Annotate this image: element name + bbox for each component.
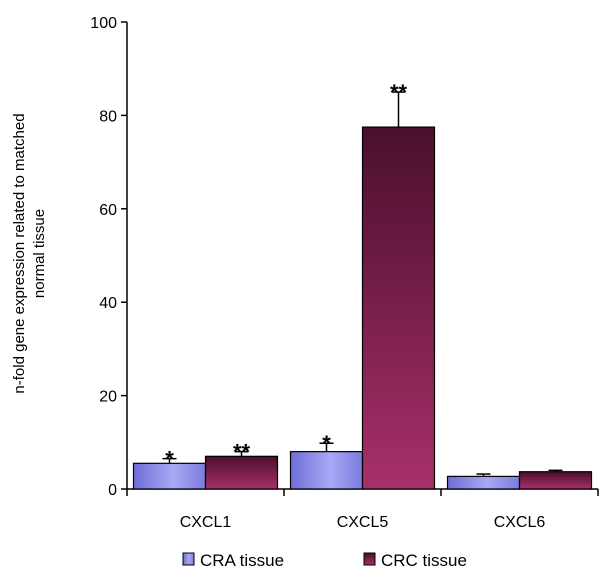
significance-marker: *	[165, 447, 174, 472]
legend-swatch	[363, 552, 376, 566]
y-axis-label-line: n-fold gene expression related to matche…	[11, 113, 28, 393]
significance-marker: *	[322, 431, 331, 456]
y-axis-label: n-fold gene expression related to matche…	[11, 113, 48, 393]
category-label: CXCL1	[180, 514, 232, 531]
y-tick-label: 100	[90, 15, 117, 32]
category-label: CXCL6	[494, 514, 546, 531]
y-axis: 0 20 40 60 80 100	[90, 15, 128, 499]
significance-marker: **	[390, 80, 408, 105]
x-axis: CXCL1 CXCL5 CXCL6	[126, 488, 599, 531]
y-axis-label-line: normal tissue	[31, 209, 48, 298]
legend: CRA tissue CRC tissue	[182, 551, 467, 570]
y-tick-label: 40	[99, 295, 117, 312]
bar	[204, 455, 279, 490]
y-tick-label: 20	[99, 389, 117, 406]
bar	[289, 451, 364, 490]
y-tick-label: 0	[108, 482, 117, 499]
bar	[518, 471, 593, 490]
category-label: CXCL5	[337, 514, 389, 531]
y-tick-label: 60	[99, 202, 117, 219]
legend-swatch	[182, 552, 195, 566]
legend-label: CRC tissue	[381, 551, 467, 570]
bars: * ** ***	[132, 80, 593, 490]
bar	[361, 126, 436, 490]
bar	[446, 475, 521, 490]
significance-marker: **	[233, 440, 251, 465]
y-tick-label: 80	[99, 108, 117, 125]
bar	[132, 462, 207, 490]
legend-label: CRA tissue	[200, 551, 284, 570]
